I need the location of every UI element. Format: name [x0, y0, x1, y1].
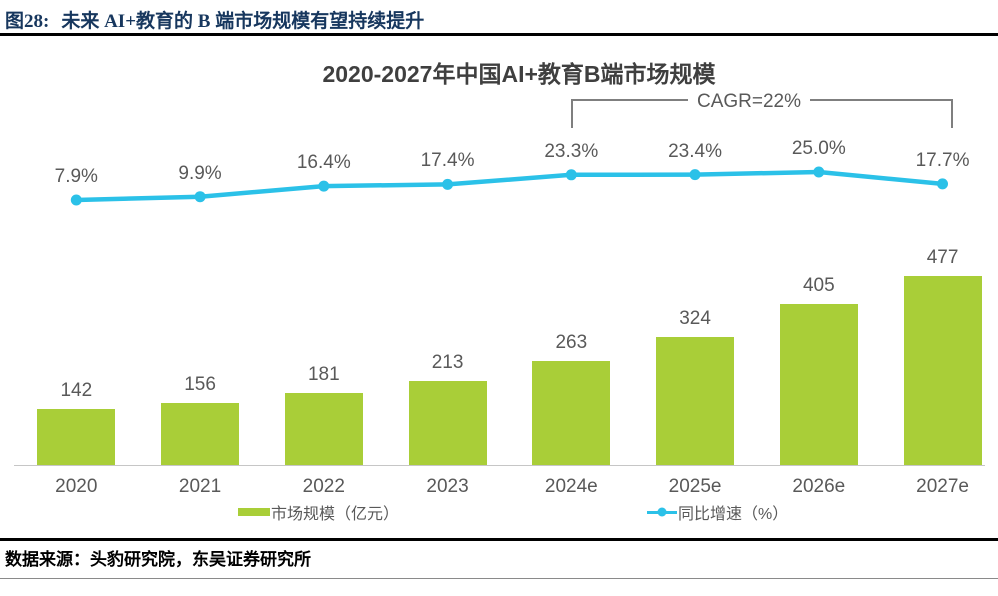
x-axis-label-2027e: 2027e: [916, 476, 969, 497]
bar-value-label-2026e: 405: [802, 275, 835, 297]
line-value-label-2021: 9.9%: [178, 162, 222, 184]
x-axis-label-2023: 2023: [426, 476, 469, 497]
figure-title: 未来 AI+教育的 B 端市场规模有望持续提升: [61, 11, 425, 32]
line-value-label-2027e: 17.7%: [915, 149, 970, 171]
bar-2021: [161, 403, 240, 465]
x-axis-label-2021: 2021: [178, 476, 222, 497]
source-note: 数据来源：头豹研究院，东吴证券研究所: [5, 550, 311, 569]
bar-value-label-2023: 213: [431, 351, 464, 373]
bar-legend-swatch: [238, 508, 270, 516]
x-axis-label-2026e: 2026e: [792, 476, 846, 497]
line-value-label-2024e: 23.3%: [544, 140, 599, 162]
x-axis-label-2025e: 2025e: [668, 476, 722, 497]
line-point-2027e: [937, 178, 948, 190]
footer-divider: [0, 538, 998, 541]
figure-label: 图28:: [5, 11, 50, 32]
bar-value-label-2027e: 477: [926, 246, 959, 268]
x-axis-label-2022: 2022: [302, 476, 345, 497]
line-point-2026e: [813, 166, 825, 178]
bar-2024e: [532, 360, 611, 465]
legend-item-growth-rate: 同比增速（%）: [647, 503, 789, 523]
bar-2025e: [656, 336, 735, 465]
legend-label-market-size: 市场规模（亿元）: [271, 506, 400, 523]
bar-value-label-2022: 181: [307, 364, 340, 386]
bar-value-label-2025e: 324: [679, 307, 711, 329]
bar-2023: [408, 380, 487, 465]
figure-header: 图28: 未来 AI+教育的 B 端市场规模有望持续提升: [5, 6, 424, 33]
x-axis-label-2020: 2020: [55, 476, 98, 497]
line-value-label-2023: 17.4%: [420, 150, 475, 172]
bottom-divider: [0, 578, 998, 579]
bar-value-label-2020: 142: [60, 379, 93, 401]
line-point-2021: [194, 191, 206, 203]
header-divider: [0, 33, 998, 36]
line-legend-swatch: [647, 507, 677, 517]
legend-label-growth-rate: 同比增速（%）: [678, 506, 789, 523]
line-point-2024e: [565, 169, 577, 181]
line-value-label-2020: 7.9%: [54, 165, 98, 187]
legend-item-market-size: 市场规模（亿元）: [238, 503, 400, 523]
bar-value-label-2021: 156: [184, 374, 216, 396]
cagr-bracket: [571, 99, 953, 128]
line-value-label-2026e: 25.0%: [791, 137, 846, 159]
bar-2026e: [779, 304, 858, 465]
line-value-label-2022: 16.4%: [296, 152, 351, 174]
line-value-label-2025e: 23.4%: [668, 140, 722, 162]
bar-2027e: [903, 275, 982, 465]
line-point-2025e: [689, 169, 701, 181]
chart-title: 2020-2027年中国AI+教育B端市场规模: [322, 61, 716, 87]
line-point-2022: [318, 180, 330, 192]
bar-2022: [284, 393, 363, 465]
bar-2020: [37, 408, 116, 465]
x-axis-label-2024e: 2024e: [544, 476, 598, 497]
line-point-2020: [70, 194, 82, 206]
cagr-annotation-label: CAGR=22%: [696, 91, 802, 112]
line-point-2023: [442, 178, 454, 190]
x-axis-line: [14, 465, 985, 466]
line-legend-dot: [657, 507, 667, 517]
bar-value-label-2024e: 263: [555, 331, 588, 353]
growth-line: [74, 169, 945, 203]
